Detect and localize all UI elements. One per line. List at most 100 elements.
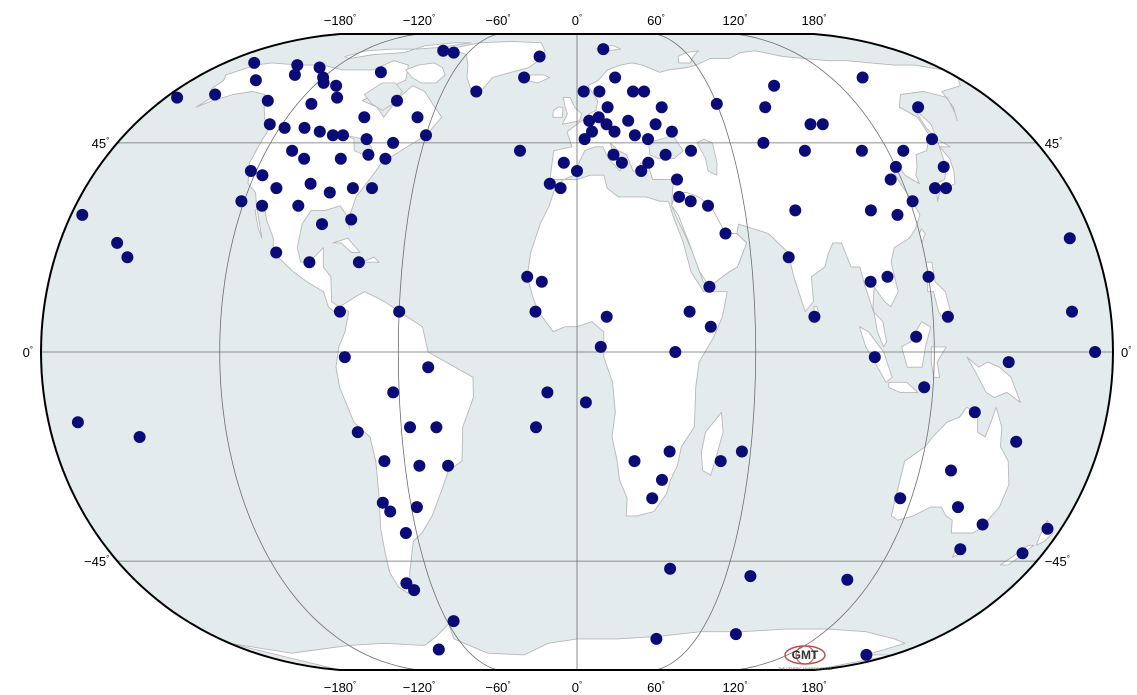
logo-meridian <box>795 645 815 665</box>
station-marker <box>592 111 605 124</box>
station-marker <box>387 386 400 399</box>
station-marker <box>530 421 542 434</box>
station-marker <box>649 118 662 131</box>
station-marker <box>413 459 426 472</box>
station-marker <box>256 199 269 212</box>
station-marker <box>601 101 614 114</box>
station-marker <box>954 543 967 556</box>
station-marker <box>437 44 450 57</box>
station-marker <box>855 144 868 157</box>
station-marker <box>929 182 941 195</box>
station-marker <box>305 97 318 110</box>
station-marker <box>554 182 567 195</box>
station-marker <box>514 144 526 157</box>
station-marker <box>642 133 654 146</box>
left-latitude-label: 45° <box>92 136 110 151</box>
station-marker <box>906 195 919 208</box>
bottom-longitude-label: 60° <box>647 680 665 695</box>
station-marker <box>665 125 678 138</box>
station-marker <box>1041 522 1054 535</box>
station-marker <box>263 118 276 131</box>
station-marker <box>333 305 346 318</box>
station-marker <box>768 79 781 92</box>
station-marker <box>313 61 326 74</box>
station-marker <box>710 97 723 110</box>
left-latitude-label: 0° <box>23 345 33 360</box>
station-marker <box>860 648 873 661</box>
station-marker <box>881 270 894 283</box>
station-marker <box>891 208 904 221</box>
bottom-longitude-label: −180° <box>324 680 357 695</box>
land-baffin <box>405 62 446 84</box>
station-marker <box>432 643 445 656</box>
station-marker <box>323 186 336 199</box>
station-marker <box>607 148 620 161</box>
station-marker <box>393 305 406 318</box>
station-marker <box>292 199 305 212</box>
gmt-logo: GMT THE GENERIC MAPPING TOOLS <box>778 645 833 671</box>
station-marker <box>304 177 317 190</box>
station-marker <box>1010 435 1023 448</box>
station-marker <box>642 156 655 169</box>
bottom-longitude-label: 180° <box>802 680 827 695</box>
station-marker <box>702 199 714 212</box>
water-black-sea <box>648 134 684 160</box>
station-marker <box>330 79 343 92</box>
station-marker <box>735 445 748 458</box>
station-marker <box>256 169 269 182</box>
station-marker <box>533 50 546 63</box>
station-marker <box>387 136 400 149</box>
station-marker <box>600 310 613 323</box>
station-marker <box>673 190 686 203</box>
station-marker <box>133 431 146 443</box>
station-marker <box>671 173 683 186</box>
station-marker <box>579 396 592 409</box>
station-marker <box>703 280 716 293</box>
station-marker <box>121 251 134 264</box>
station-marker <box>586 125 598 138</box>
station-marker <box>663 445 676 458</box>
station-marker <box>600 118 613 131</box>
station-marker <box>291 59 304 72</box>
land-north-america <box>195 60 443 318</box>
station-marker <box>529 305 542 318</box>
station-marker <box>646 492 659 505</box>
land-iceland <box>525 74 550 84</box>
station-marker <box>609 71 622 84</box>
station-marker <box>868 351 881 364</box>
station-marker <box>521 270 534 283</box>
station-marker <box>1002 356 1015 369</box>
station-marker <box>897 144 910 157</box>
right-latitude-label: 0° <box>1121 345 1131 360</box>
station-marker <box>577 85 590 98</box>
station-marker <box>331 91 344 104</box>
land-sulawesi <box>930 346 947 378</box>
station-marker <box>685 144 697 157</box>
station-marker <box>358 111 371 124</box>
station-marker <box>583 114 596 127</box>
land-ireland <box>552 106 564 118</box>
station-marker <box>346 182 359 195</box>
station-marker <box>111 236 124 249</box>
station-marker <box>638 85 651 98</box>
station-marker <box>374 66 387 79</box>
station-marker <box>404 421 416 434</box>
station-marker <box>391 94 403 107</box>
station-marker <box>889 160 902 173</box>
station-marker <box>759 101 772 114</box>
map-frame <box>39 33 1115 671</box>
land-novaya-zemlya <box>677 50 699 64</box>
station-marker <box>659 148 672 161</box>
station-marker <box>411 111 424 124</box>
station-marker <box>430 421 443 434</box>
land-new-guinea <box>966 356 1021 403</box>
station-marker <box>288 68 301 81</box>
station-marker <box>447 615 460 628</box>
station-marker <box>270 246 283 259</box>
station-marker <box>719 227 732 240</box>
station-marker <box>597 43 610 56</box>
station-marker <box>650 632 663 645</box>
station-markers <box>71 43 1102 661</box>
bottom-longitude-label: −120° <box>403 680 436 695</box>
